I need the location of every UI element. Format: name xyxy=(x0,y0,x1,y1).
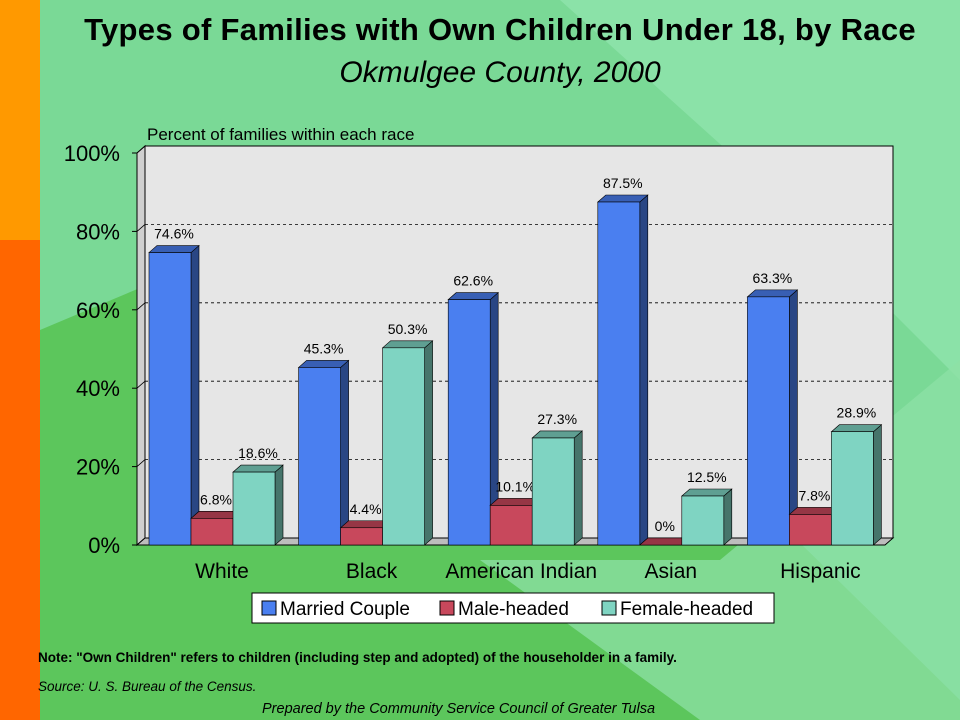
bar-married-couple xyxy=(597,201,641,546)
bar-male-headed xyxy=(789,514,832,546)
bar-top xyxy=(297,360,350,368)
bar-side xyxy=(723,488,733,546)
bar-side xyxy=(424,340,433,546)
orange-sidebar-top xyxy=(0,0,40,240)
bar-female-headed xyxy=(681,495,725,546)
data-label: 0% xyxy=(655,518,675,534)
bar-side xyxy=(873,424,882,546)
y-tick-label: 40% xyxy=(76,376,120,401)
bar-male-headed xyxy=(340,527,383,546)
gridline-wall xyxy=(136,380,146,389)
x-tick-label: Hispanic xyxy=(780,560,861,583)
chart-title: Types of Families with Own Children Unde… xyxy=(84,12,916,47)
bar-side xyxy=(573,430,583,546)
x-tick-label: Black xyxy=(346,560,398,583)
legend-item: Female-headed xyxy=(620,599,753,620)
bar-top xyxy=(746,289,799,298)
data-label: 27.3% xyxy=(537,411,577,427)
bar-top xyxy=(232,464,284,473)
prepared-by-text: Prepared by the Community Service Counci… xyxy=(262,701,656,717)
gridline-wall xyxy=(136,224,146,232)
data-label: 10.1% xyxy=(495,478,535,494)
data-label: 28.9% xyxy=(837,405,877,421)
data-label: 45.3% xyxy=(304,340,344,356)
bar-female-headed xyxy=(831,431,874,546)
bar-female-headed xyxy=(382,347,425,546)
bar-side xyxy=(639,194,649,546)
data-label: 6.8% xyxy=(200,491,232,507)
legend-swatch xyxy=(261,600,277,616)
data-label: 4.4% xyxy=(350,501,382,517)
bar-female-headed xyxy=(232,471,276,546)
gridline-wall xyxy=(136,145,146,154)
bar-male-headed xyxy=(489,505,533,546)
y-tick-label: 20% xyxy=(76,455,120,480)
bar-top xyxy=(531,430,583,439)
gridline-wall xyxy=(136,459,146,467)
x-tick-label: White xyxy=(195,560,249,583)
legend-item: Male-headed xyxy=(458,599,569,620)
bar-male-headed xyxy=(190,518,234,546)
bar-top xyxy=(681,488,733,497)
gridline-wall xyxy=(136,302,146,311)
bar-top xyxy=(447,292,499,300)
legend: Married Couple Male-headed Female-headed xyxy=(251,592,775,624)
data-label: 50.3% xyxy=(388,321,428,337)
bar-side xyxy=(789,289,798,546)
bar-top xyxy=(830,424,883,433)
bar-female-headed xyxy=(531,437,575,546)
x-tick-label: Asian xyxy=(645,560,698,583)
y-tick-label: 60% xyxy=(76,298,120,323)
data-label: 74.6% xyxy=(154,226,194,242)
bar-side xyxy=(340,359,349,546)
data-label: 12.5% xyxy=(687,469,727,485)
x-tick-label: American Indian xyxy=(445,560,597,583)
bar-married-couple xyxy=(298,367,341,546)
data-label: 18.6% xyxy=(238,445,278,461)
bar-married-couple xyxy=(148,252,192,546)
y-tick-label: 100% xyxy=(64,141,120,166)
data-label: 62.6% xyxy=(453,273,493,289)
bar-side xyxy=(274,464,284,546)
chart-subtitle: Okmulgee County, 2000 xyxy=(339,56,661,89)
bar-married-couple xyxy=(447,299,491,546)
legend-box xyxy=(251,592,775,624)
y-axis-title: Percent of families within each race xyxy=(147,125,414,144)
bar-married-couple xyxy=(747,296,790,546)
data-label: 63.3% xyxy=(753,270,793,286)
legend-swatch xyxy=(439,600,455,616)
legend-swatch xyxy=(601,600,617,616)
y-tick-label: 0% xyxy=(88,533,120,558)
bar-top xyxy=(148,245,200,253)
orange-sidebar-bottom xyxy=(0,240,40,720)
footnote: Note: "Own Children" refers to children … xyxy=(38,650,677,665)
bar-top xyxy=(597,194,649,203)
source-text: Source: U. S. Bureau of the Census. xyxy=(38,679,257,694)
y-tick-label: 80% xyxy=(76,219,120,244)
bar-side xyxy=(190,244,200,546)
legend-item: Married Couple xyxy=(280,599,410,620)
data-label: 87.5% xyxy=(603,175,643,191)
bar-top xyxy=(381,340,434,349)
plot-left-wall xyxy=(136,144,146,547)
data-label: 7.8% xyxy=(798,487,830,503)
